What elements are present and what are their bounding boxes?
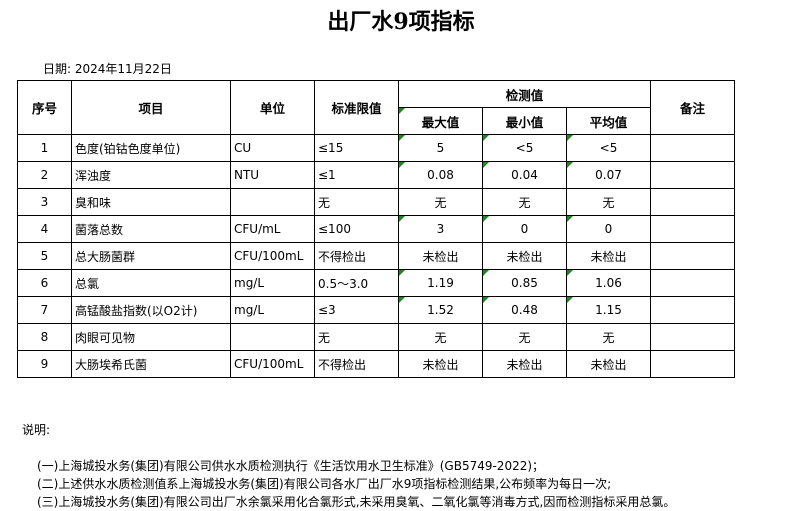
cell-unit: NTU: [230, 161, 315, 189]
cell-avg: 未检出: [566, 242, 651, 270]
cell-min: 0.85: [482, 269, 567, 297]
header-measured: 检测值: [398, 80, 651, 108]
cell-avg: 0: [566, 215, 651, 243]
cell-max: 无: [398, 323, 483, 351]
cell-note: [650, 215, 735, 243]
cell-max: 未检出: [398, 242, 483, 270]
cell-no: 7: [17, 296, 72, 324]
cell-min: 无: [482, 323, 567, 351]
cell-no: 3: [17, 188, 72, 216]
header-note: 备注: [650, 80, 735, 135]
cell-limit: 0.5～3.0: [314, 269, 399, 297]
cell-note: [650, 161, 735, 189]
cell-note: [650, 134, 735, 162]
table-row: 6 总氯 mg/L 0.5～3.0 1.19 0.85 1.06: [17, 269, 735, 297]
cell-limit: 不得检出: [314, 350, 399, 378]
table-row: 3 臭和味无无无无: [17, 188, 735, 216]
cell-min: 未检出: [482, 242, 567, 270]
cell-no: 5: [17, 242, 72, 270]
cell-no: 9: [17, 350, 72, 378]
cell-max: 0.08: [398, 161, 483, 189]
cell-avg: 无: [566, 323, 651, 351]
cell-max: 3: [398, 215, 483, 243]
cell-no: 8: [17, 323, 72, 351]
cell-item: 大肠埃希氏菌: [71, 350, 231, 378]
cell-limit: ≤100: [314, 215, 399, 243]
cell-note: [650, 323, 735, 351]
cell-note: [650, 350, 735, 378]
table-row: 9 大肠埃希氏菌 CFU/100mL 不得检出 未检出 未检出 未检出: [17, 350, 735, 378]
cell-min: 未检出: [482, 350, 567, 378]
cell-max: 无: [398, 188, 483, 216]
table-row: 2 浑浊度 NTU ≤1 0.08 0.04 0.07: [17, 161, 735, 189]
cell-max: 1.52: [398, 296, 483, 324]
cell-item: 高锰酸盐指数(以O2计): [71, 296, 231, 324]
note-line: (一)上海城投水务(集团)有限公司供水水质检测执行《生活饮用水卫生标准》(GB5…: [37, 459, 545, 473]
cell-max: 5: [398, 134, 483, 162]
cell-min: 0: [482, 215, 567, 243]
header-min: 最小值: [482, 107, 567, 135]
header-item: 项目: [71, 80, 231, 135]
cell-no: 2: [17, 161, 72, 189]
table-row: 5 总大肠菌群 CFU/100mL 不得检出 未检出 未检出 未检出: [17, 242, 735, 270]
cell-min: 0.04: [482, 161, 567, 189]
page-title: 出厂水9项指标: [327, 9, 475, 35]
cell-limit: ≤1: [314, 161, 399, 189]
cell-unit: [230, 188, 315, 216]
cell-limit: ≤3: [314, 296, 399, 324]
cell-limit: 无: [314, 323, 399, 351]
cell-avg: 1.06: [566, 269, 651, 297]
cell-max: 1.19: [398, 269, 483, 297]
water-quality-table: 序号 项目 单位 标准限值 检测值 备注 最大值 最小值 平均值 1 色度(铂钴色…: [17, 80, 735, 378]
header-avg: 平均值: [566, 107, 651, 135]
table-row: 1 色度(铂钴色度单位) CU ≤15 5 <5 <5: [17, 134, 735, 162]
cell-item: 臭和味: [71, 188, 231, 216]
cell-item: 总大肠菌群: [71, 242, 231, 270]
note-line: (三)上海城投水务(集团)有限公司出厂水余氯采用化合氯形式,未采用臭氧、二氧化氯…: [37, 495, 676, 509]
cell-note: [650, 242, 735, 270]
cell-avg: <5: [566, 134, 651, 162]
cell-item: 总氯: [71, 269, 231, 297]
cell-unit: [230, 323, 315, 351]
header-limit: 标准限值: [314, 80, 399, 135]
header-no: 序号: [17, 80, 72, 135]
cell-min: <5: [482, 134, 567, 162]
cell-item: 肉眼可见物: [71, 323, 231, 351]
cell-item: 色度(铂钴色度单位): [71, 134, 231, 162]
report-date: 日期: 2024年11月22日: [43, 62, 172, 76]
note-line: (二)上述供水水质检测值系上海城投水务(集团)有限公司各水厂出厂水9项指标检测结…: [37, 477, 612, 491]
cell-avg: 0.07: [566, 161, 651, 189]
cell-unit: mg/L: [230, 296, 315, 324]
cell-item: 菌落总数: [71, 215, 231, 243]
table-row: 8 肉眼可见物无无无无: [17, 323, 735, 351]
cell-unit: CU: [230, 134, 315, 162]
cell-note: [650, 269, 735, 297]
cell-unit: CFU/mL: [230, 215, 315, 243]
cell-unit: mg/L: [230, 269, 315, 297]
cell-avg: 无: [566, 188, 651, 216]
cell-limit: 不得检出: [314, 242, 399, 270]
cell-note: [650, 188, 735, 216]
notes-label: 说明:: [22, 423, 51, 437]
header-unit: 单位: [230, 80, 315, 135]
cell-max: 未检出: [398, 350, 483, 378]
cell-no: 4: [17, 215, 72, 243]
cell-no: 6: [17, 269, 72, 297]
cell-avg: 1.15: [566, 296, 651, 324]
cell-min: 无: [482, 188, 567, 216]
cell-unit: CFU/100mL: [230, 242, 315, 270]
notes: 说明: (一)上海城投水务(集团)有限公司供水水质检测执行《生活饮用水卫生标准》…: [22, 421, 675, 511]
cell-min: 0.48: [482, 296, 567, 324]
cell-limit: ≤15: [314, 134, 399, 162]
cell-avg: 未检出: [566, 350, 651, 378]
cell-limit: 无: [314, 188, 399, 216]
table-row: 7 高锰酸盐指数(以O2计) mg/L ≤3 1.52 0.48 1.15: [17, 296, 735, 324]
cell-unit: CFU/100mL: [230, 350, 315, 378]
header-max: 最大值: [398, 107, 483, 135]
cell-no: 1: [17, 134, 72, 162]
cell-note: [650, 296, 735, 324]
table-row: 4 菌落总数 CFU/mL ≤100 3 0 0: [17, 215, 735, 243]
cell-item: 浑浊度: [71, 161, 231, 189]
